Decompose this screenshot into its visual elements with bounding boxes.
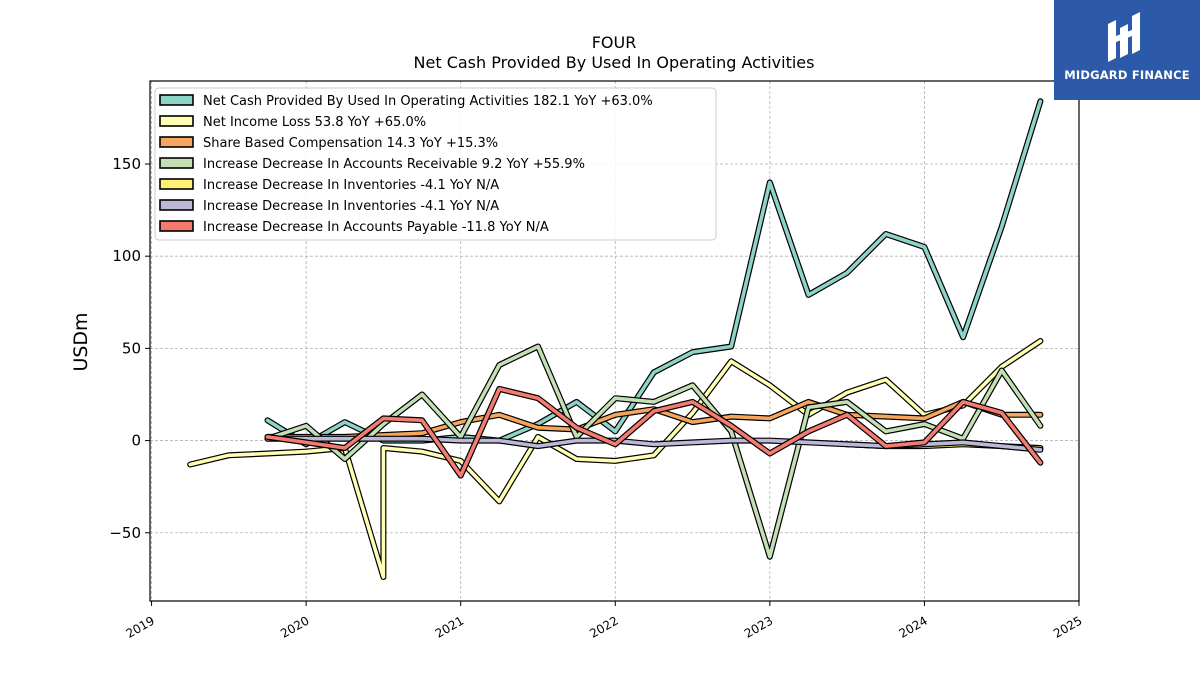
legend-swatch [159, 136, 194, 148]
x-tick-label: 2019 [124, 613, 157, 640]
legend-box [154, 87, 717, 241]
legend-swatch [159, 115, 194, 127]
plot-frame [149, 80, 1080, 602]
legend-item: Increase Decrease In Accounts Receivable… [159, 157, 585, 172]
series-line-stroke [265, 344, 1043, 559]
y-tick-label: 0 [131, 432, 141, 450]
legend: Net Cash Provided By Used In Operating A… [154, 87, 717, 241]
legend-label: Net Cash Provided By Used In Operating A… [203, 94, 653, 109]
legend-label: Increase Decrease In Accounts Receivable… [203, 157, 585, 172]
x-tick-label: 2025 [1051, 613, 1084, 640]
x-axis: 2019 2020 2021 2022 2023 2024 2025 [124, 601, 1085, 641]
legend-item: Increase Decrease In Accounts Payable -1… [159, 220, 549, 235]
series-line-stroke [265, 387, 1043, 478]
y-axis: −50 0 50 100 150 [109, 155, 150, 542]
y-axis-label: USDm [70, 312, 92, 371]
legend-label: Increase Decrease In Accounts Payable -1… [203, 220, 549, 235]
legend-swatch [159, 199, 194, 211]
series-line-3 [264, 343, 1044, 560]
legend-label: Share Based Compensation 14.3 YoY +15.3% [203, 136, 498, 151]
x-tick-label: 2024 [896, 613, 929, 640]
legend-label: Net Income Loss 53.8 YoY +65.0% [203, 115, 426, 130]
chart-subtitle: Net Cash Provided By Used In Operating A… [414, 53, 815, 72]
series-layer [187, 98, 1044, 580]
y-tick-label: −50 [109, 524, 141, 542]
legend-item: Increase Decrease In Inventories -4.1 Yo… [159, 199, 499, 214]
logo-mark-icon [1108, 12, 1140, 62]
legend-swatch [159, 94, 194, 106]
legend-item: Net Income Loss 53.8 YoY +65.0% [159, 115, 426, 130]
legend-label: Increase Decrease In Inventories -4.1 Yo… [203, 199, 499, 214]
legend-item: Increase Decrease In Inventories -4.1 Yo… [159, 178, 499, 193]
legend-swatch [159, 220, 194, 232]
legend-swatch [159, 178, 194, 190]
y-tick-label: 100 [112, 247, 141, 265]
x-tick-label: 2021 [433, 613, 466, 640]
x-tick-label: 2022 [587, 613, 620, 640]
y-tick-label: 50 [122, 339, 141, 357]
legend-label: Increase Decrease In Inventories -4.1 Yo… [203, 178, 499, 193]
legend-item: Net Cash Provided By Used In Operating A… [159, 94, 653, 109]
legend-item: Share Based Compensation 14.3 YoY +15.3% [159, 136, 498, 151]
x-tick-label: 2023 [742, 613, 775, 640]
x-tick-label: 2020 [278, 613, 311, 640]
logo-text: MIDGARD FINANCE [1064, 68, 1190, 82]
chart-title: FOUR [592, 33, 637, 52]
y-tick-label: 150 [112, 155, 141, 173]
brand-logo: MIDGARD FINANCE [1054, 0, 1200, 100]
series-line-6 [264, 385, 1044, 479]
legend-swatch [159, 157, 194, 169]
